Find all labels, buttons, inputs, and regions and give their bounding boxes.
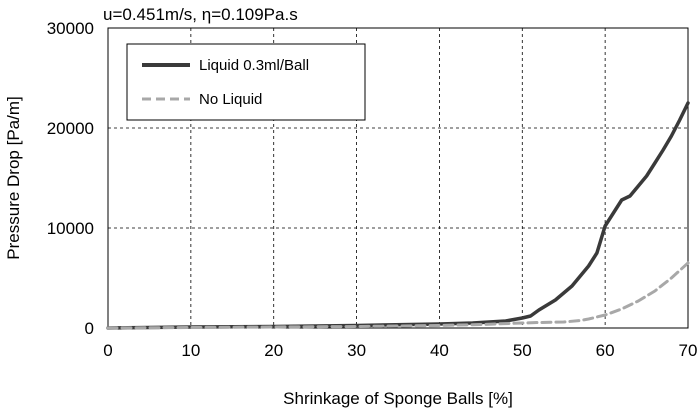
- x-tick-label: 30: [347, 341, 366, 360]
- y-tick-label: 0: [85, 319, 94, 338]
- x-tick-label: 50: [513, 341, 532, 360]
- plot-area-frame: [107, 27, 689, 329]
- y-tick-label: 10000: [47, 219, 94, 238]
- tick-labels: 0 10 20 30 40 50 60 70 0 10000 20000 30000: [47, 19, 698, 360]
- legend-label: Liquid 0.3ml/Ball: [199, 57, 309, 74]
- y-tick-label: 20000: [47, 119, 94, 138]
- x-tick-label: 40: [430, 341, 449, 360]
- chart-subtitle: u=0.451m/s, η=0.109Pa.s: [103, 5, 298, 24]
- series-line-2: [106, 261, 690, 330]
- legend-box: [126, 43, 366, 121]
- y-axis-label: Pressure Drop [Pa/m]: [4, 96, 23, 259]
- x-tick-label: 20: [264, 341, 283, 360]
- legend-label: No Liquid: [199, 91, 262, 108]
- x-tick-label: 70: [679, 341, 698, 360]
- series-line-1: [106, 101, 690, 330]
- y-tick-label: 30000: [47, 19, 94, 38]
- legend: Liquid 0.3ml/Ball No Liquid: [126, 43, 366, 121]
- x-axis-label: Shrinkage of Sponge Balls [%]: [283, 389, 513, 408]
- series-layer: [106, 101, 690, 330]
- x-tick-label: 10: [181, 341, 200, 360]
- x-tick-label: 60: [596, 341, 615, 360]
- x-tick-label: 0: [103, 341, 112, 360]
